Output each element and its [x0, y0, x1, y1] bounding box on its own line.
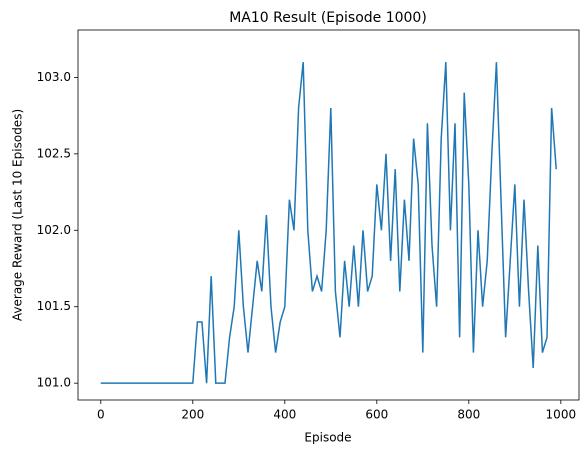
x-tick-label: 0	[97, 408, 105, 422]
y-tick-label: 103.0	[37, 70, 71, 84]
x-tick-label: 200	[181, 408, 204, 422]
chart-title: MA10 Result (Episode 1000)	[229, 10, 427, 26]
x-tick-label: 600	[365, 408, 388, 422]
y-tick-label: 101.0	[37, 376, 71, 390]
y-tick-label: 102.0	[37, 223, 71, 237]
x-tick-label: 1000	[546, 408, 577, 422]
plot-frame	[77, 29, 580, 401]
x-tick-label: 400	[273, 408, 296, 422]
x-axis-label: Episode	[304, 431, 351, 445]
y-tick-label: 102.5	[37, 146, 71, 160]
data-line	[100, 62, 557, 384]
x-tick-label: 800	[457, 408, 480, 422]
y-axis-label: Average Reward (Last 10 Episodes)	[11, 109, 25, 321]
y-tick-label: 101.5	[37, 299, 71, 313]
